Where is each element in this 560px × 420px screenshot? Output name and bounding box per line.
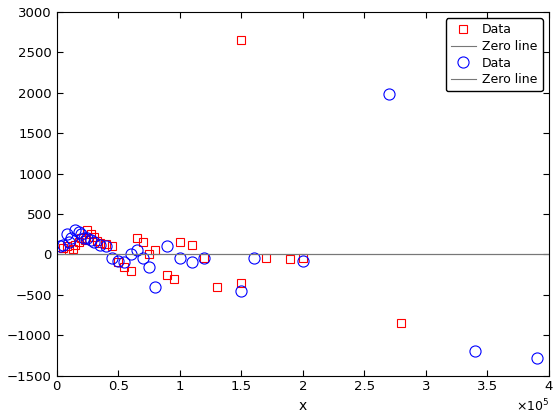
Data — [63, 232, 70, 237]
Data — [146, 252, 152, 257]
Data — [121, 264, 128, 269]
Data — [78, 232, 85, 237]
Data — [90, 240, 97, 245]
Data — [139, 256, 146, 261]
Data — [102, 244, 109, 249]
Data — [164, 244, 171, 249]
Data — [115, 260, 122, 265]
Data — [133, 248, 140, 253]
Data — [109, 244, 115, 249]
Data — [72, 228, 78, 233]
Line: Data: Data — [55, 89, 542, 363]
Data — [115, 258, 122, 263]
Data — [170, 276, 177, 281]
Data — [127, 252, 134, 257]
Data — [176, 240, 183, 245]
Data — [59, 242, 66, 247]
Data — [72, 242, 78, 247]
Text: $\times10^5$: $\times10^5$ — [516, 397, 549, 414]
Data — [152, 284, 158, 289]
Data — [189, 242, 195, 247]
Data — [300, 258, 306, 263]
Data — [78, 236, 85, 241]
Data — [238, 288, 245, 293]
Data — [66, 247, 72, 252]
Data — [59, 245, 66, 250]
Data — [57, 244, 64, 249]
Data — [88, 237, 95, 242]
Data — [250, 256, 257, 261]
Data — [90, 234, 97, 239]
Data — [152, 248, 158, 253]
Data — [96, 241, 103, 246]
Data — [102, 241, 109, 247]
Data — [94, 239, 101, 244]
Data — [88, 232, 95, 237]
Data — [76, 240, 82, 245]
Line: Data: Data — [59, 36, 405, 327]
Data — [287, 257, 294, 262]
Data — [139, 240, 146, 245]
Data — [84, 236, 91, 241]
Data — [176, 256, 183, 261]
X-axis label: x: x — [298, 399, 307, 413]
Data — [213, 284, 220, 289]
Data — [121, 260, 128, 265]
Data — [146, 264, 152, 269]
Data — [109, 256, 115, 261]
Data — [133, 236, 140, 241]
Data — [238, 280, 245, 285]
Data — [201, 256, 208, 261]
Data — [385, 92, 392, 97]
Data — [300, 256, 306, 261]
Data — [76, 229, 82, 234]
Data — [81, 236, 87, 241]
Data — [66, 240, 72, 245]
Data — [472, 349, 478, 354]
Data — [238, 38, 245, 43]
Data — [127, 268, 134, 273]
Data — [68, 236, 75, 241]
Data — [69, 246, 76, 251]
Data — [263, 256, 269, 261]
Data — [398, 320, 404, 326]
Data — [201, 256, 208, 261]
Data — [164, 272, 171, 277]
Data — [84, 228, 91, 233]
Data — [189, 260, 195, 265]
Data — [533, 355, 540, 360]
Data — [96, 242, 103, 247]
Legend: Data, Zero line, Data, Zero line: Data, Zero line, Data, Zero line — [446, 18, 543, 92]
Data — [63, 244, 70, 249]
Data — [82, 237, 88, 242]
